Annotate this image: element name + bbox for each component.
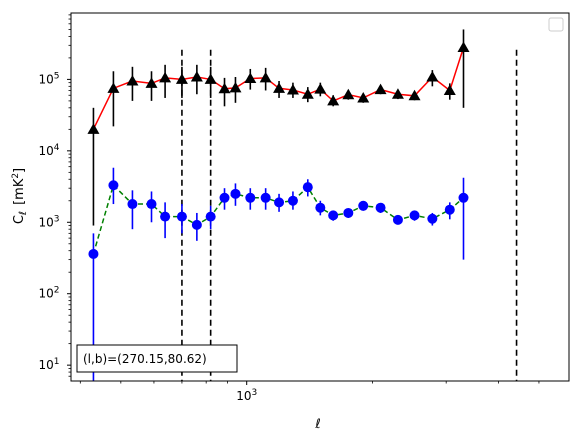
triangle-series-point bbox=[87, 123, 100, 134]
y-axis-label-unit-sup: 2 bbox=[11, 173, 21, 179]
triangle-series-point bbox=[218, 82, 231, 94]
circle-series-point bbox=[108, 180, 119, 191]
plot-layer bbox=[87, 29, 518, 381]
triangle-series-point bbox=[314, 83, 327, 94]
circle-series-point bbox=[205, 211, 216, 222]
circle-series-point bbox=[343, 207, 354, 218]
annotation-frame bbox=[76, 344, 238, 373]
circle-series-point bbox=[260, 192, 271, 203]
triangle-series-point bbox=[159, 71, 172, 83]
circle-series-point bbox=[287, 195, 298, 206]
annotation-box: (l,b)=(270.15,80.62) bbox=[76, 344, 238, 373]
triangle-series-point bbox=[457, 41, 470, 52]
triangle-series-point bbox=[443, 84, 456, 95]
circle-series-point bbox=[160, 211, 171, 222]
circle-series-point bbox=[245, 192, 256, 203]
circle-series-point bbox=[146, 199, 157, 210]
y-tick-exponent: 3 bbox=[54, 214, 60, 224]
x-axis-label: ℓ bbox=[314, 417, 320, 432]
triangle-series-point bbox=[107, 82, 120, 93]
circle-series-point bbox=[127, 199, 138, 210]
circle-series-point bbox=[191, 219, 202, 230]
y-tick-label: 103 bbox=[38, 214, 59, 229]
circle-series-point bbox=[328, 210, 339, 221]
y-tick-label: 104 bbox=[38, 143, 59, 158]
circle-series-point bbox=[302, 182, 313, 193]
legend-box bbox=[548, 17, 564, 32]
circle-series-point bbox=[375, 202, 386, 213]
triangle-series-point bbox=[273, 82, 286, 93]
x-tick-label: 103 bbox=[236, 388, 257, 403]
triangle-series-point bbox=[229, 81, 242, 93]
triangle-series-point bbox=[244, 72, 257, 83]
triangle-series-point bbox=[408, 89, 421, 101]
triangle-series-point bbox=[327, 94, 340, 106]
triangle-series-point bbox=[175, 73, 188, 84]
triangle-series-point bbox=[426, 71, 439, 82]
circle-series-point bbox=[315, 202, 326, 213]
y-tick-exponent: 2 bbox=[54, 286, 60, 296]
x-tick-exponent: 3 bbox=[251, 388, 257, 398]
circle-series-point bbox=[458, 192, 469, 203]
legend-frame bbox=[548, 17, 564, 32]
circle-series-point bbox=[444, 204, 455, 215]
circle-series-point bbox=[176, 211, 187, 222]
triangle-series-point bbox=[374, 83, 387, 95]
triangle-series-point bbox=[126, 74, 139, 86]
y-axis-label: Cℓ [mK2] bbox=[11, 168, 29, 224]
plot-frame bbox=[70, 12, 570, 382]
y-tick-label: 102 bbox=[38, 286, 59, 301]
triangle-series-point bbox=[259, 71, 272, 83]
triangle-series-point bbox=[190, 71, 203, 82]
y-axis-label-unit: [mK bbox=[12, 178, 27, 205]
triangle-series-point bbox=[204, 73, 217, 84]
circle-series-point bbox=[274, 197, 285, 208]
triangle-series-point bbox=[357, 91, 370, 103]
y-tick-exponent: 1 bbox=[54, 357, 60, 367]
y-tick-label: 105 bbox=[38, 71, 59, 86]
y-axis-label-unit-close: ] bbox=[12, 168, 27, 173]
circle-series-point bbox=[88, 248, 99, 259]
y-tick-exponent: 5 bbox=[54, 71, 60, 81]
circle-series-point bbox=[427, 213, 438, 224]
circle-series-point bbox=[358, 200, 369, 211]
circle-series-point bbox=[392, 214, 403, 225]
triangle-series-point bbox=[342, 88, 355, 100]
circle-series-point bbox=[230, 188, 241, 199]
y-axis-label-sub: ℓ bbox=[18, 211, 29, 215]
y-axis-label-main: C bbox=[12, 215, 27, 224]
triangle-series-point bbox=[301, 88, 314, 99]
triangle-series-point bbox=[286, 84, 299, 95]
y-tick-label: 101 bbox=[38, 357, 59, 372]
annotation-text: (l,b)=(270.15,80.62) bbox=[83, 352, 207, 366]
triangle-series-point bbox=[391, 88, 404, 99]
circle-series-point bbox=[409, 210, 420, 221]
circle-series-point bbox=[219, 192, 230, 203]
y-tick-exponent: 4 bbox=[54, 143, 60, 153]
triangle-series-point bbox=[145, 77, 158, 88]
